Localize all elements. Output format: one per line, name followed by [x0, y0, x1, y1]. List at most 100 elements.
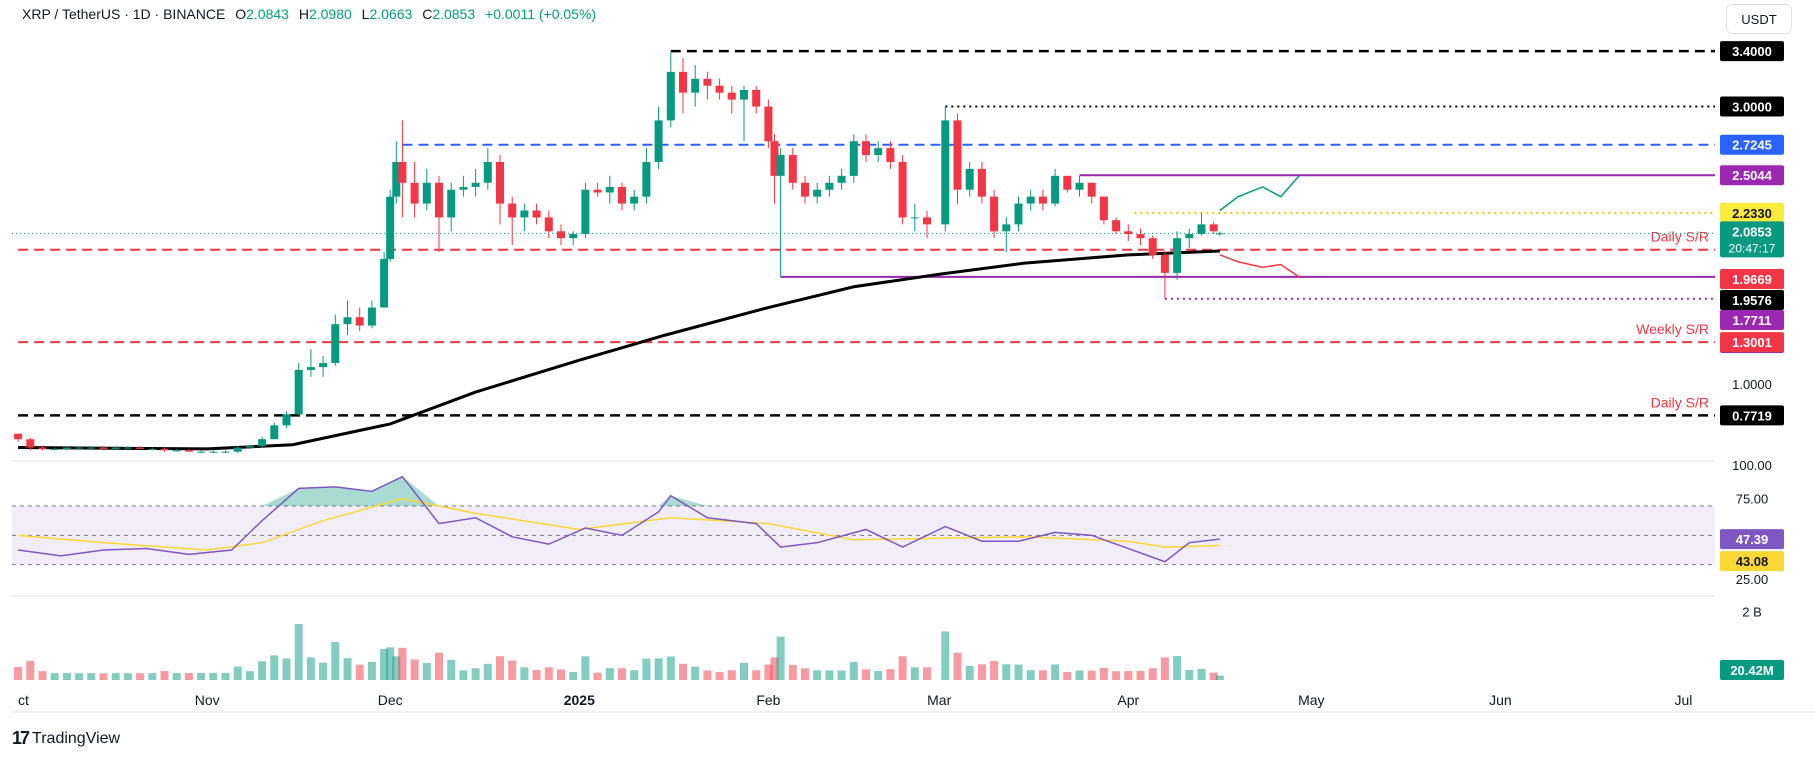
volume-bar — [508, 660, 517, 680]
candle — [1148, 238, 1157, 255]
price-tag: 2.5044 — [1732, 168, 1773, 183]
rsi-ma-tag-bg — [1720, 551, 1784, 572]
tradingview-logo[interactable]: 17 TradingView — [12, 728, 120, 749]
volume-bar — [160, 671, 169, 680]
volume-bar — [319, 662, 328, 680]
price-tag: 0.7719 — [1732, 408, 1772, 423]
projection-bearish — [1219, 254, 1300, 278]
volume-value-tag: 20.42M — [1730, 663, 1773, 678]
price-tag: 3.0000 — [1732, 100, 1772, 115]
candle — [209, 451, 218, 453]
candle — [1038, 196, 1047, 204]
price-tag-bg — [1720, 165, 1784, 186]
candle — [386, 196, 395, 260]
candle — [740, 89, 748, 100]
volume-bar — [1185, 669, 1194, 680]
price-tag-bg — [1720, 310, 1784, 330]
candle — [258, 439, 267, 447]
candle — [977, 168, 986, 197]
candle — [1185, 234, 1194, 239]
volume-bar — [1112, 671, 1121, 680]
open-value: 2.0843 — [246, 6, 289, 22]
time-axis-label: ct — [18, 692, 29, 708]
candle — [160, 448, 169, 451]
candle — [1173, 238, 1182, 273]
rsi-ma-value-tag: 43.08 — [1736, 554, 1769, 569]
price-tag: 2.2330 — [1732, 206, 1772, 221]
volume-bar — [581, 656, 590, 680]
volume-bar — [557, 669, 565, 680]
candle — [62, 447, 71, 449]
candle — [898, 161, 907, 218]
symbol-title[interactable]: XRP / TetherUS · 1D · BINANCE — [22, 6, 226, 22]
candle — [1014, 203, 1023, 225]
time-axis-label: Jul — [1674, 692, 1692, 708]
candle — [99, 447, 108, 449]
volume-bar — [270, 655, 279, 680]
candle — [123, 447, 132, 449]
candle — [874, 148, 883, 156]
price-axis-label: 1.0000 — [1732, 377, 1772, 392]
volume-bar — [770, 657, 779, 680]
volume-bar — [837, 670, 846, 680]
price-tag-bg — [1720, 269, 1784, 289]
projection-bullish — [1219, 175, 1300, 212]
volume-tag-bg — [1720, 660, 1784, 680]
high-value: 2.0980 — [308, 6, 352, 22]
candle — [172, 450, 181, 452]
candle — [569, 234, 578, 239]
volume-bar — [343, 658, 352, 680]
candle — [520, 210, 529, 218]
volume-bar — [910, 667, 919, 680]
time-axis-label: Apr — [1117, 692, 1139, 708]
candle — [245, 446, 254, 448]
time-axis-label: Jun — [1489, 692, 1512, 708]
volume-bar — [245, 671, 254, 680]
candle — [87, 447, 96, 449]
price-tag-bg — [1720, 405, 1784, 426]
close-key: C — [422, 6, 433, 22]
volume-bar — [258, 661, 267, 680]
volume-bar — [62, 673, 71, 680]
volume-bar — [410, 659, 419, 680]
low-key: L — [361, 6, 370, 22]
rsi-line — [17, 475, 1220, 563]
volume-bar — [422, 663, 431, 680]
time-axis-label: Dec — [378, 692, 403, 708]
volume-bar — [953, 652, 962, 680]
currency-button[interactable]: USDT — [1726, 4, 1792, 34]
change-value: +0.0011 (+0.05%) — [485, 6, 597, 22]
volume-bar — [923, 667, 931, 680]
price-tag: 1.7711 — [1732, 313, 1771, 328]
candle — [788, 155, 797, 183]
volume-bar — [209, 672, 218, 680]
volume-bar — [849, 661, 858, 680]
volume-bar — [520, 667, 529, 680]
volume-bar — [569, 671, 578, 680]
time-axis-label: 2025 — [564, 692, 595, 708]
candle — [1160, 254, 1169, 273]
volume-bar — [306, 657, 315, 680]
candle — [1026, 196, 1035, 204]
candle — [355, 317, 364, 326]
candle — [1197, 224, 1206, 235]
price-tag-bg — [1720, 41, 1784, 62]
high-key: H — [298, 6, 309, 22]
candle — [50, 448, 59, 450]
candle — [910, 217, 919, 219]
volume-bar — [654, 658, 663, 680]
candle — [1063, 175, 1072, 190]
volume-bar — [666, 656, 675, 680]
candle — [184, 450, 193, 452]
candle — [862, 141, 870, 156]
candle — [380, 259, 389, 308]
candle — [654, 120, 663, 162]
volume-bar — [874, 671, 883, 680]
volume-bar — [367, 661, 376, 680]
candle — [593, 189, 602, 193]
volume-bar — [483, 663, 492, 680]
candle — [532, 210, 541, 218]
volume-bar — [392, 656, 401, 680]
